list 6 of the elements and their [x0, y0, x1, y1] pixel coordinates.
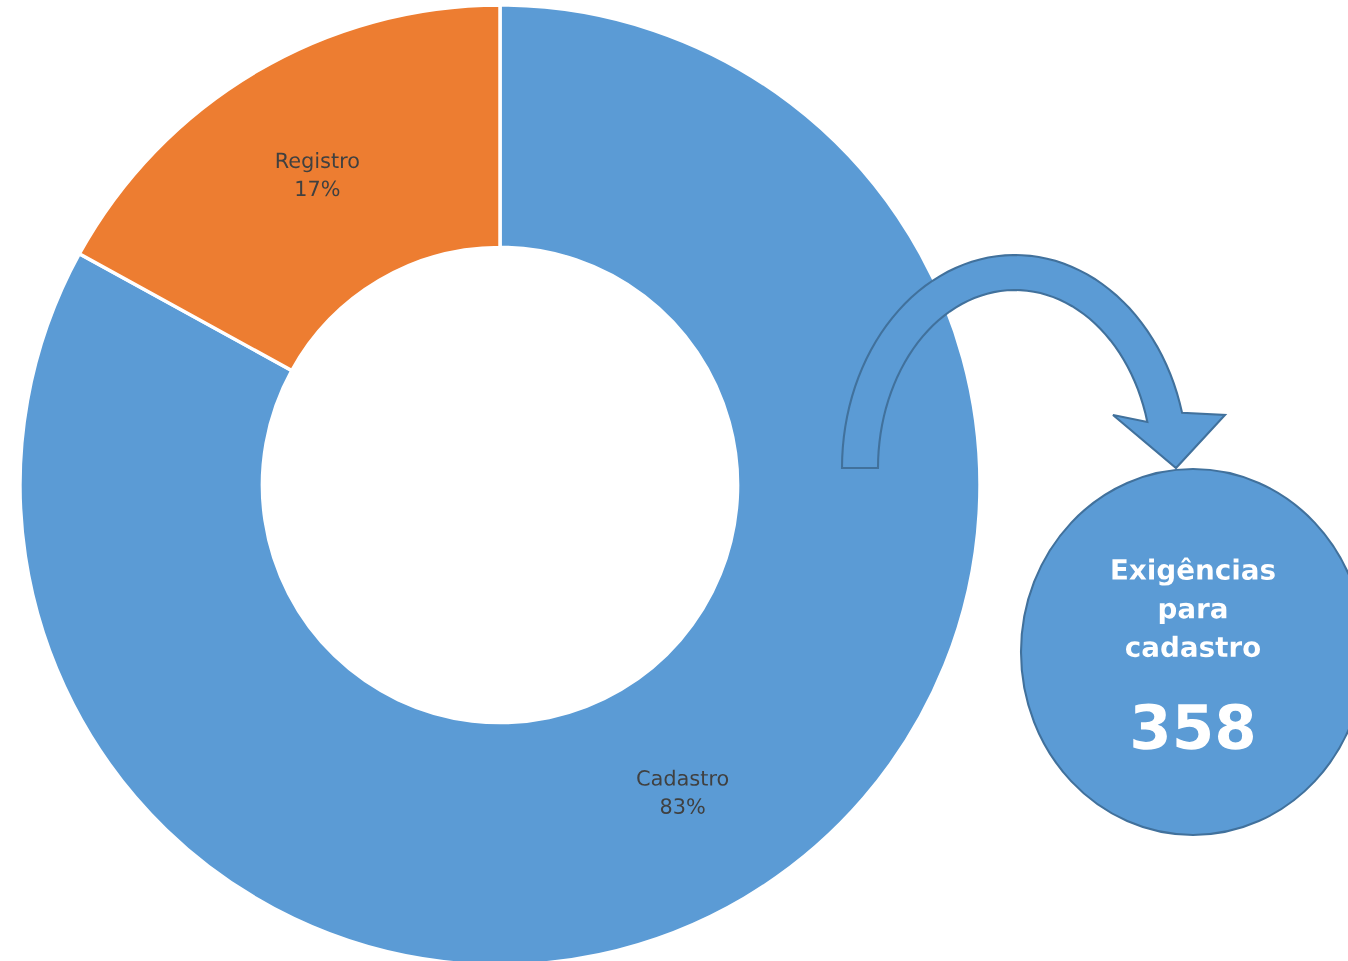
data-label: 83% — [660, 798, 705, 814]
data-label: 17% — [296, 180, 340, 197]
slice-label: Registro — [276, 152, 359, 173]
text: Exigências para cadastro — [1112, 557, 1275, 658]
text: 358 — [1133, 703, 1253, 750]
slice-label: Cadastro — [637, 769, 729, 786]
